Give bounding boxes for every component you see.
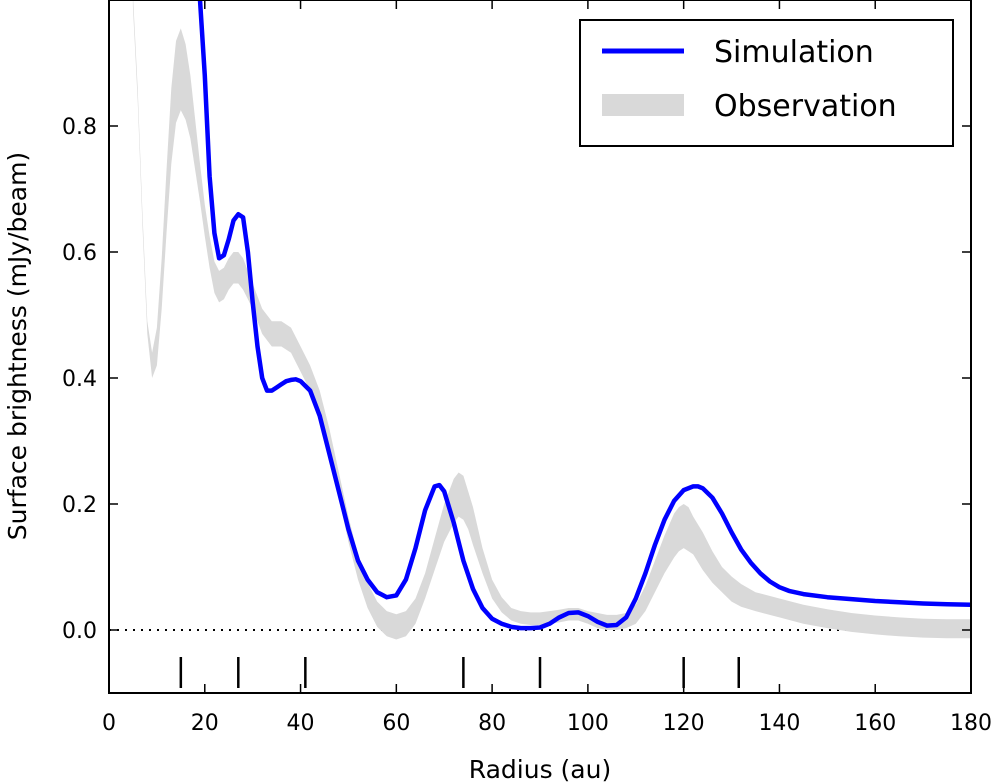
x-tick-label: 20 — [191, 711, 219, 736]
y-tick-label: 0.8 — [62, 115, 97, 140]
ring-markers — [179, 657, 740, 688]
x-tick-label: 100 — [567, 711, 609, 736]
x-tick-label: 160 — [854, 711, 896, 736]
y-tick-label: 0.6 — [62, 241, 97, 266]
ticks: 0 20 40 60 80 100 120 140 160 180 0.0 0.2 0.4 0.6 0.8 — [62, 0, 992, 736]
x-tick-label: 140 — [758, 711, 800, 736]
y-tick-label: 0.4 — [62, 367, 97, 392]
x-tick-label: 60 — [382, 711, 410, 736]
y-axis-title: Surface brightness (mJy/beam) — [3, 152, 32, 540]
legend-simulation-label: Simulation — [714, 35, 874, 70]
x-tick-label: 80 — [478, 711, 506, 736]
y-tick-label: 0.0 — [62, 619, 97, 644]
x-tick-label: 40 — [287, 711, 315, 736]
legend: Simulation Observation — [579, 19, 954, 147]
plot-frame — [108, 0, 972, 694]
x-tick-label: 0 — [102, 711, 116, 736]
simulation-line — [197, 0, 971, 631]
x-tick-label: 120 — [663, 711, 705, 736]
x-axis-title: Radius (au) — [469, 755, 611, 783]
y-tick-label: 0.2 — [62, 493, 97, 518]
data-layer — [109, 0, 971, 640]
x-tick-label: 180 — [950, 711, 992, 736]
legend-box — [579, 19, 954, 147]
legend-observation-label: Observation — [714, 89, 897, 124]
